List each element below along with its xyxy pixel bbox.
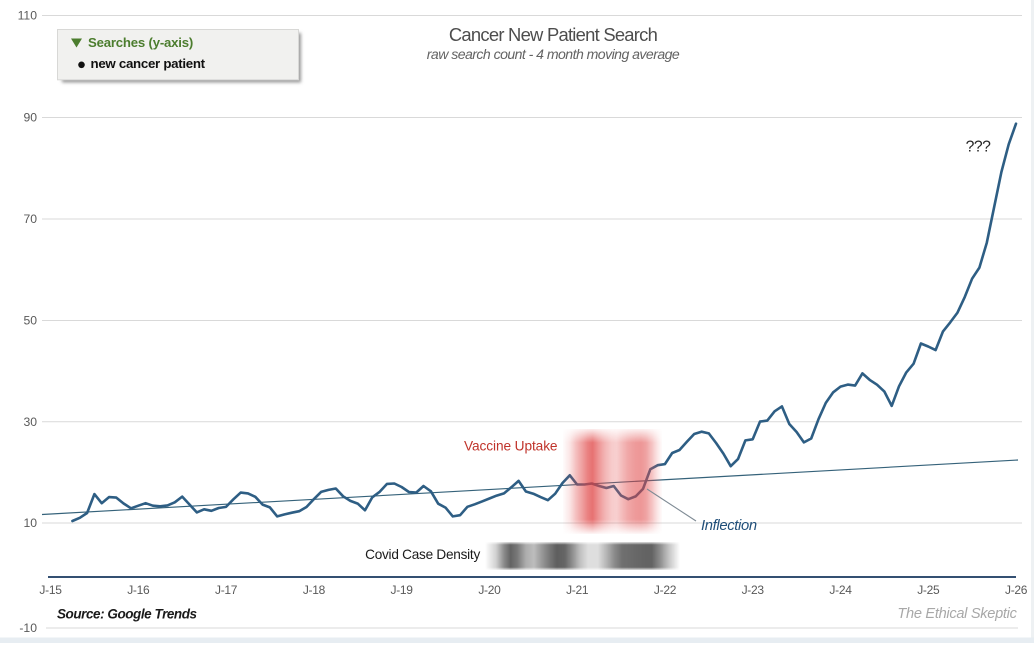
svg-text:The Ethical Skeptic: The Ethical Skeptic: [897, 606, 1017, 622]
svg-text:J-23: J-23: [742, 583, 765, 597]
svg-text:J-19: J-19: [391, 583, 414, 597]
svg-text:raw search count - 4 month mov: raw search count - 4 month moving averag…: [427, 46, 680, 62]
svg-text:50: 50: [23, 314, 37, 328]
svg-text:???: ???: [966, 139, 992, 156]
svg-text:30: 30: [23, 415, 37, 429]
svg-text:new cancer patient: new cancer patient: [91, 56, 206, 71]
svg-text:J-24: J-24: [829, 583, 852, 597]
svg-text:J-21: J-21: [566, 583, 589, 597]
svg-text:Covid Case Density: Covid Case Density: [365, 547, 480, 562]
svg-text:J-18: J-18: [303, 583, 326, 597]
svg-text:Vaccine Uptake: Vaccine Uptake: [464, 439, 557, 454]
svg-text:70: 70: [23, 212, 37, 226]
svg-text:110: 110: [18, 9, 38, 23]
svg-text:J-15: J-15: [39, 583, 62, 597]
svg-text:J-26: J-26: [1005, 583, 1028, 597]
svg-text:J-22: J-22: [654, 583, 677, 597]
svg-text:90: 90: [23, 111, 37, 125]
svg-text:J-20: J-20: [478, 583, 501, 597]
svg-text:-10: -10: [19, 621, 37, 635]
svg-text:Cancer New Patient Search: Cancer New Patient Search: [449, 24, 658, 45]
svg-text:Source: Google Trends: Source: Google Trends: [57, 607, 198, 622]
svg-text:J-17: J-17: [215, 583, 238, 597]
svg-text:Inflection: Inflection: [701, 518, 757, 534]
svg-text:Searches (y-axis): Searches (y-axis): [88, 35, 193, 50]
svg-text:10: 10: [23, 516, 37, 530]
svg-text:J-25: J-25: [917, 583, 940, 597]
svg-text:J-16: J-16: [127, 583, 150, 597]
